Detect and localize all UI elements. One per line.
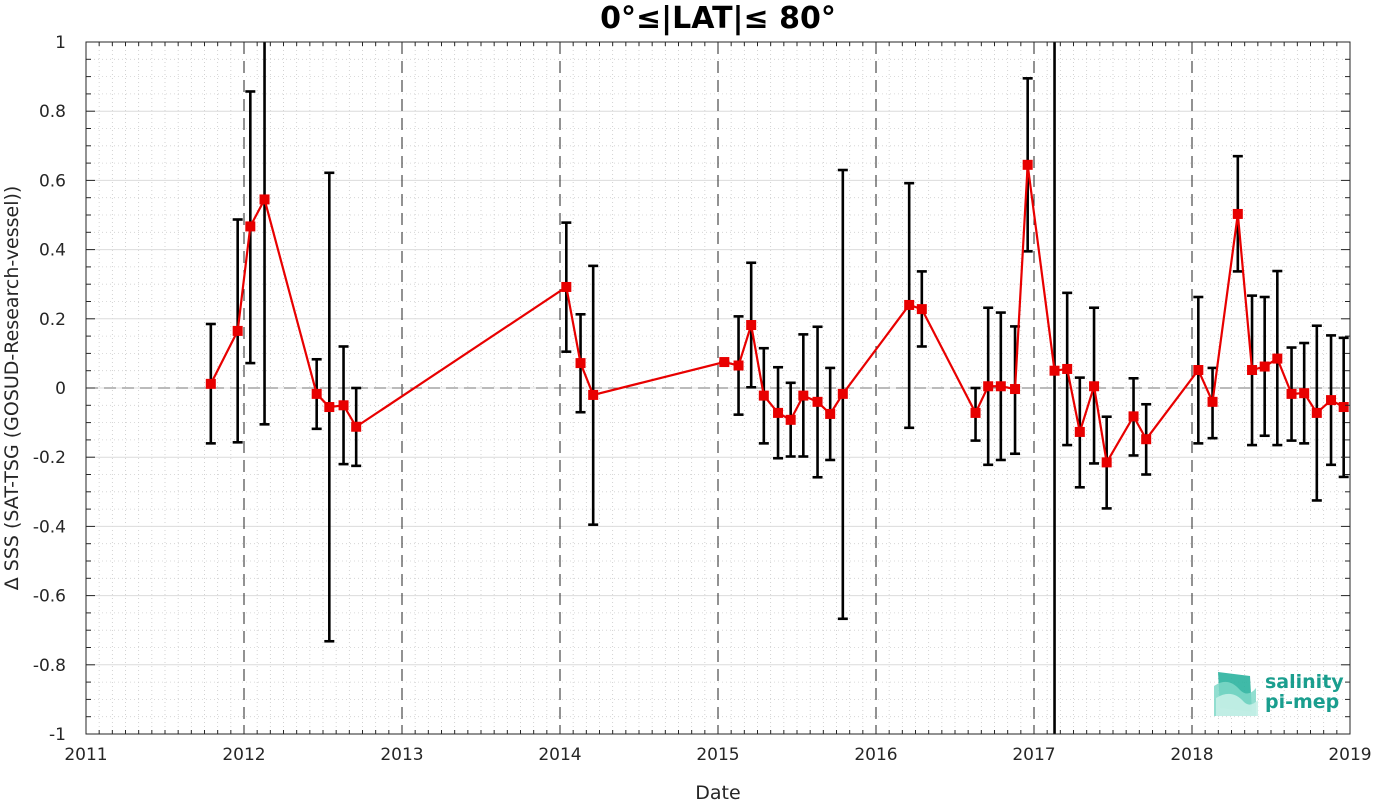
data-point xyxy=(588,389,599,400)
x-axis-title: Date xyxy=(695,782,740,801)
data-point xyxy=(561,281,572,292)
data-point xyxy=(904,299,915,310)
x-tick-label: 2012 xyxy=(222,745,265,765)
data-point xyxy=(1286,388,1297,399)
data-point xyxy=(1074,426,1085,437)
axis-ticks xyxy=(85,41,1351,735)
y-tick-label: 0.8 xyxy=(39,102,66,122)
y-tick-label: -1 xyxy=(49,725,66,745)
x-tick-label: 2016 xyxy=(854,745,897,765)
data-point xyxy=(1326,395,1337,406)
data-point xyxy=(825,408,836,419)
chart-title: 0°≤|LAT|≤ 80° xyxy=(600,1,836,36)
y-tick-label: -0.8 xyxy=(33,656,66,676)
data-point xyxy=(798,390,809,401)
data-point xyxy=(916,304,927,315)
x-tick-label: 2011 xyxy=(64,745,107,765)
data-point xyxy=(1247,365,1258,376)
data-point xyxy=(1128,411,1139,422)
x-tick-label: 2018 xyxy=(1170,745,1213,765)
data-point xyxy=(1049,365,1060,376)
salinity-pi-mep-logo: salinity pi-mep xyxy=(1214,671,1344,716)
data-point xyxy=(1193,365,1204,376)
data-point xyxy=(837,388,848,399)
x-tick-label: 2014 xyxy=(538,745,581,765)
data-point xyxy=(1022,159,1033,170)
data-point xyxy=(245,221,256,232)
data-point xyxy=(1232,208,1243,219)
data-point xyxy=(311,388,322,399)
y-tick-label: 0.2 xyxy=(39,310,66,330)
series-line xyxy=(209,164,1345,466)
x-tick-label: 2017 xyxy=(1012,745,1055,765)
data-point xyxy=(812,396,823,407)
y-tick-label: -0.2 xyxy=(33,448,66,468)
x-tick-label: 2013 xyxy=(380,745,423,765)
data-point xyxy=(338,400,349,411)
y-tick-label: 0.4 xyxy=(39,241,66,261)
x-tick-label: 2015 xyxy=(696,745,739,765)
logo-line-1: salinity xyxy=(1265,671,1344,693)
data-point xyxy=(1338,402,1349,413)
data-point xyxy=(232,325,243,336)
data-markers xyxy=(205,159,1349,468)
data-point xyxy=(1089,381,1100,392)
data-point xyxy=(259,194,270,205)
data-point xyxy=(773,407,784,418)
data-point xyxy=(1141,434,1152,445)
data-point xyxy=(1311,407,1322,418)
x-tick-labels: 2011 2012 2013 2014 2015 2016 2017 2018 2019 xyxy=(64,745,1371,765)
data-point xyxy=(785,414,796,425)
data-point xyxy=(970,407,981,418)
data-point xyxy=(351,421,362,432)
y-tick-label: -0.4 xyxy=(33,517,66,537)
y-tick-label: 1 xyxy=(55,33,66,53)
y-tick-label: 0.6 xyxy=(39,171,66,191)
data-point xyxy=(324,402,335,413)
y-tick-label: -0.6 xyxy=(33,587,66,607)
y-tick-label: 0 xyxy=(55,379,66,399)
data-point xyxy=(1101,457,1112,468)
x-tick-label: 2019 xyxy=(1328,745,1371,765)
data-point xyxy=(1207,396,1218,407)
data-point xyxy=(575,358,586,369)
data-point xyxy=(1299,388,1310,399)
data-point xyxy=(719,357,730,368)
logo-line-2: pi-mep xyxy=(1265,691,1339,713)
data-point xyxy=(1272,353,1283,364)
wave-logo-icon xyxy=(1214,672,1258,716)
data-point xyxy=(205,378,216,389)
data-point xyxy=(1010,384,1021,395)
data-point xyxy=(733,360,744,371)
data-point xyxy=(746,320,757,331)
y-axis-title: Δ SSS (SAT-TSG (GOSUD-Research-vessel)) xyxy=(1,186,23,591)
data-point xyxy=(1062,363,1073,374)
y-tick-labels: 1 0.8 0.6 0.4 0.2 0 -0.2 -0.4 -0.6 -0.8 -1 xyxy=(33,33,66,745)
data-point xyxy=(758,390,769,401)
data-point xyxy=(995,381,1006,392)
data-point xyxy=(1259,361,1270,372)
data-point xyxy=(983,381,994,392)
